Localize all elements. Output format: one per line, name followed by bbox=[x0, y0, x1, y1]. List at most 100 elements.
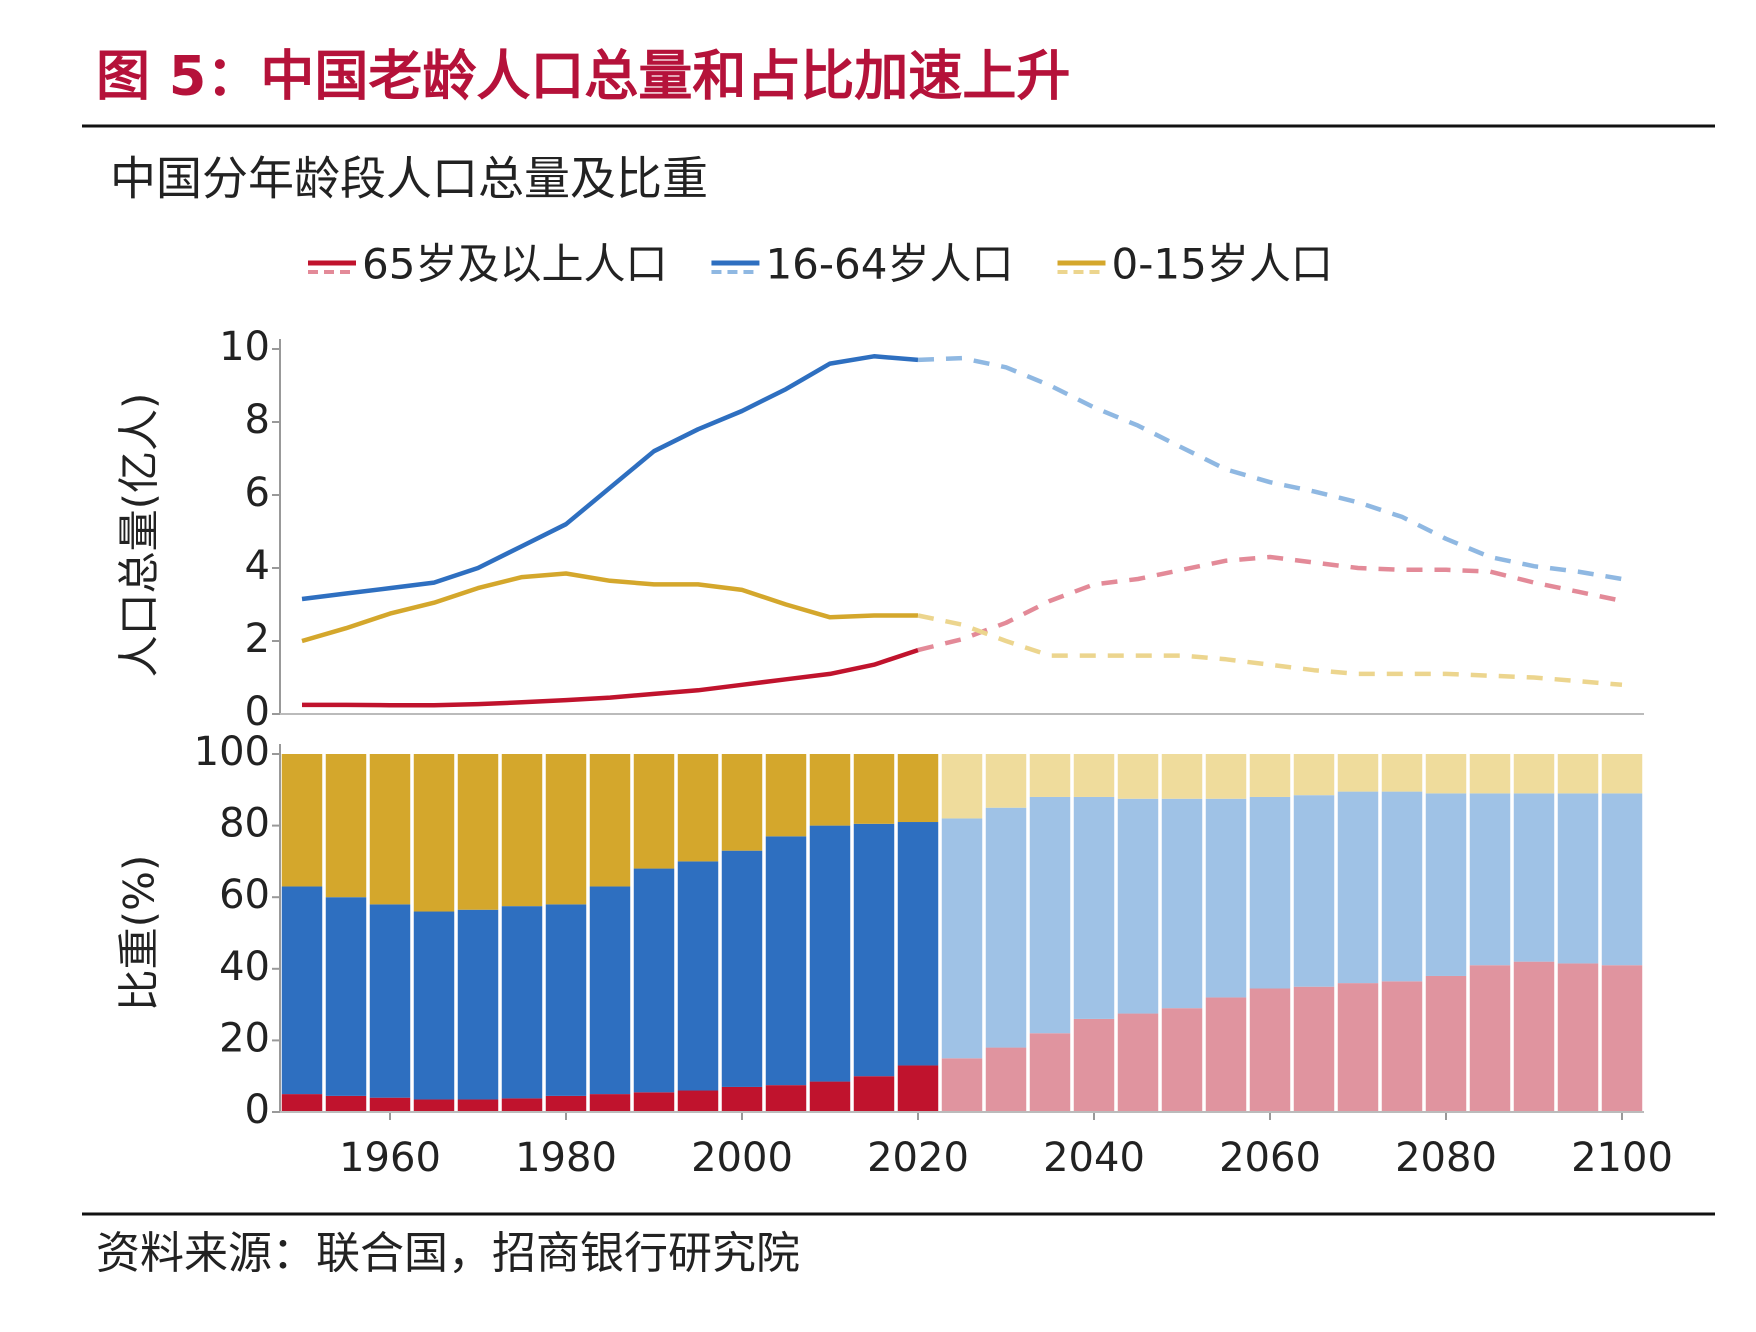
y-tick-label: 0 bbox=[245, 689, 270, 735]
y-tick-label: 6 bbox=[245, 470, 270, 516]
bar-segment bbox=[325, 1095, 367, 1112]
bar-segment bbox=[1249, 988, 1291, 1112]
bar-segment bbox=[633, 754, 675, 869]
bar-segment bbox=[1337, 983, 1379, 1112]
bar-segment bbox=[457, 754, 499, 910]
bar-segment bbox=[677, 1090, 719, 1112]
bar-segment bbox=[1205, 997, 1247, 1112]
bar-segment bbox=[765, 1085, 807, 1112]
bar-segment bbox=[809, 825, 851, 1082]
source-note: 资料来源：联合国，招商银行研究院 bbox=[96, 1228, 800, 1279]
bar-segment bbox=[1117, 798, 1159, 1014]
bar-segment bbox=[369, 1097, 411, 1112]
bar-segment bbox=[897, 754, 939, 823]
bar-segment bbox=[633, 868, 675, 1093]
bar-segment bbox=[941, 754, 983, 819]
bar-segment bbox=[369, 754, 411, 905]
y-tick-label: 0 bbox=[245, 1087, 270, 1133]
bar-segment bbox=[1073, 1018, 1115, 1112]
bar-segment bbox=[1513, 754, 1555, 794]
bar-segment bbox=[1381, 791, 1423, 982]
bar-segment bbox=[457, 1099, 499, 1112]
bar-segment bbox=[413, 1099, 455, 1112]
x-tick-label: 1980 bbox=[515, 1135, 617, 1181]
bar-segment bbox=[1161, 1008, 1203, 1112]
bar-segment bbox=[633, 1092, 675, 1112]
series-line bbox=[302, 647, 919, 708]
bar-segment bbox=[1601, 965, 1643, 1112]
bar-segment bbox=[325, 897, 367, 1096]
bar-segment bbox=[325, 754, 367, 898]
bar-segment bbox=[1469, 965, 1511, 1112]
chart-subtitle: 中国分年龄段人口总量及比重 bbox=[110, 152, 708, 206]
bar-segment bbox=[1425, 975, 1467, 1112]
x-tick-label: 2020 bbox=[867, 1135, 969, 1181]
series-line bbox=[917, 613, 1623, 688]
bar-segment bbox=[1557, 963, 1599, 1112]
bar-segment bbox=[1293, 795, 1335, 987]
bar-segment bbox=[1513, 793, 1555, 962]
bar-segment bbox=[1073, 796, 1115, 1019]
bar-segment bbox=[1117, 754, 1159, 799]
y-axis-title: 人口总量(亿人) bbox=[115, 393, 164, 678]
series-line bbox=[917, 355, 1623, 582]
bar-segment bbox=[1601, 793, 1643, 966]
bar-segment bbox=[1601, 754, 1643, 794]
bar-segment bbox=[501, 906, 543, 1099]
bar-segment bbox=[1249, 796, 1291, 989]
bar-segment bbox=[1029, 796, 1071, 1034]
bar-segment bbox=[1337, 754, 1379, 792]
bar-segment bbox=[941, 1058, 983, 1112]
bar-segment bbox=[809, 754, 851, 826]
y-tick-label: 40 bbox=[219, 944, 270, 990]
bar-segment bbox=[1029, 754, 1071, 797]
bar-segment bbox=[589, 886, 631, 1095]
bar-segment bbox=[985, 1047, 1027, 1112]
bar-segment bbox=[281, 754, 323, 887]
legend-label: 16-64岁人口 bbox=[765, 240, 1013, 289]
bar-segment bbox=[1293, 986, 1335, 1112]
bar-segment bbox=[545, 904, 587, 1096]
series-line bbox=[301, 354, 919, 602]
bar-segment bbox=[721, 850, 763, 1087]
y-tick-label: 2 bbox=[245, 616, 270, 662]
y-tick-label: 8 bbox=[245, 397, 270, 443]
bar-segment bbox=[1557, 793, 1599, 964]
bar-segment bbox=[897, 1065, 939, 1112]
bar-segment bbox=[1469, 793, 1511, 966]
x-tick-label: 2080 bbox=[1395, 1135, 1497, 1181]
bar-segment bbox=[545, 1095, 587, 1112]
bar-segment bbox=[941, 818, 983, 1059]
bar-segment bbox=[1029, 1033, 1071, 1112]
series-line bbox=[917, 554, 1623, 653]
x-tick-label: 2060 bbox=[1219, 1135, 1321, 1181]
bar-segment bbox=[281, 886, 323, 1095]
bar-segment bbox=[1293, 754, 1335, 796]
x-tick-label: 1960 bbox=[339, 1135, 441, 1181]
bar-segment bbox=[545, 754, 587, 905]
bar-segment bbox=[589, 1094, 631, 1112]
bar-segment bbox=[809, 1081, 851, 1112]
bar-segment bbox=[1205, 798, 1247, 998]
legend-label: 0-15岁人口 bbox=[1112, 240, 1333, 289]
bar-segment bbox=[853, 754, 895, 824]
bar-segment bbox=[369, 904, 411, 1098]
bar-segment bbox=[721, 754, 763, 851]
y-tick-label: 10 bbox=[219, 324, 270, 370]
y-tick-label: 60 bbox=[219, 872, 270, 918]
bar-segment bbox=[853, 823, 895, 1077]
bar-segment bbox=[1557, 754, 1599, 794]
bar-segment bbox=[501, 754, 543, 907]
bar-segment bbox=[1381, 981, 1423, 1112]
bar-segment bbox=[457, 909, 499, 1100]
legend-label: 65岁及以上人口 bbox=[362, 240, 667, 289]
bar-segment bbox=[1381, 754, 1423, 792]
x-tick-label: 2040 bbox=[1043, 1135, 1145, 1181]
bar-segment bbox=[1205, 754, 1247, 799]
bar-segment bbox=[897, 822, 939, 1066]
bar-segment bbox=[677, 861, 719, 1091]
y-axis-title: 比重(%) bbox=[115, 855, 164, 1012]
bar-segment bbox=[721, 1086, 763, 1112]
bar-segment bbox=[1425, 754, 1467, 794]
